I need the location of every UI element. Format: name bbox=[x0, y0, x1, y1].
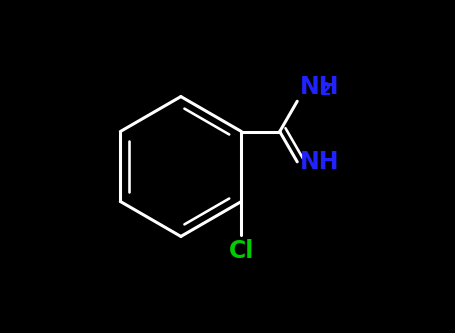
Text: Cl: Cl bbox=[229, 239, 254, 263]
Text: NH: NH bbox=[300, 150, 339, 174]
Text: 2: 2 bbox=[319, 81, 331, 99]
Text: NH: NH bbox=[300, 75, 339, 99]
